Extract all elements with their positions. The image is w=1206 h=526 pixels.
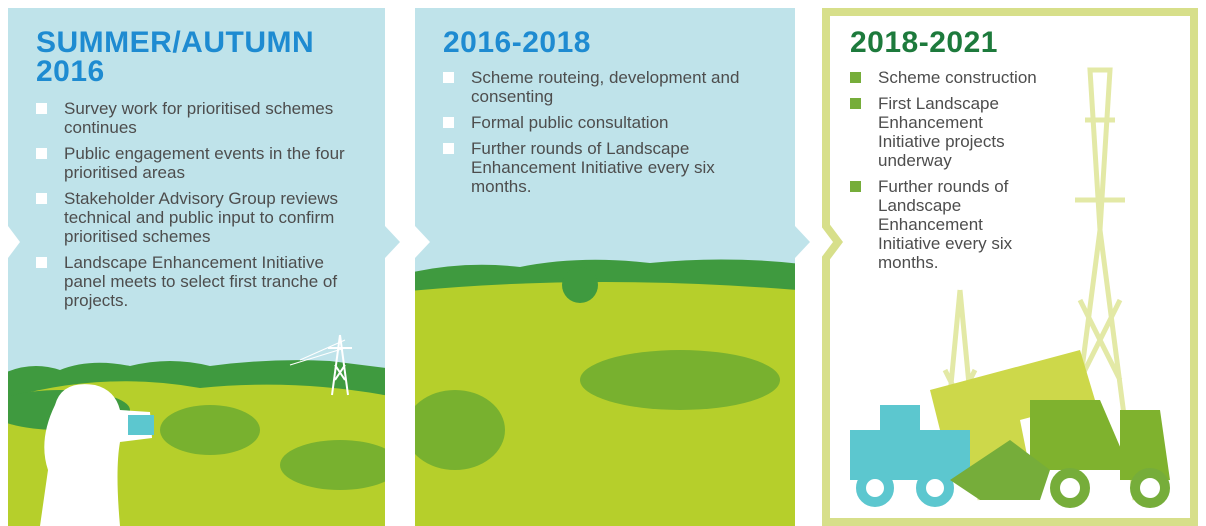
panel-title: SUMMER/AUTUMN 2016 [36,28,366,86]
list-item: First Landscape Enhancement Initiative p… [850,94,1018,170]
panel-title: 2016-2018 [443,28,773,57]
panel-title: 2018-2021 [850,28,1180,57]
list-item: Landscape Enhancement Initiative panel m… [36,253,366,310]
list-item: Scheme construction [850,68,1103,87]
panel-list: Survey work for prioritised schemes cont… [36,99,366,317]
panel-list: Scheme routeing, development and consent… [443,68,763,203]
list-item: Further rounds of Landscape Enhancement … [850,177,1018,272]
list-item: Formal public consultation [443,113,763,132]
panel-list: Scheme construction First Landscape Enhan… [850,68,1103,279]
list-item: Survey work for prioritised schemes cont… [36,99,366,137]
list-item: Public engagement events in the four pri… [36,144,366,182]
page: SUMMER/AUTUMN 2016 Survey work for prior… [0,0,1206,526]
list-item: Stakeholder Advisory Group reviews techn… [36,189,366,246]
list-item: Scheme routeing, development and consent… [443,68,763,106]
list-item: Further rounds of Landscape Enhancement … [443,139,763,196]
